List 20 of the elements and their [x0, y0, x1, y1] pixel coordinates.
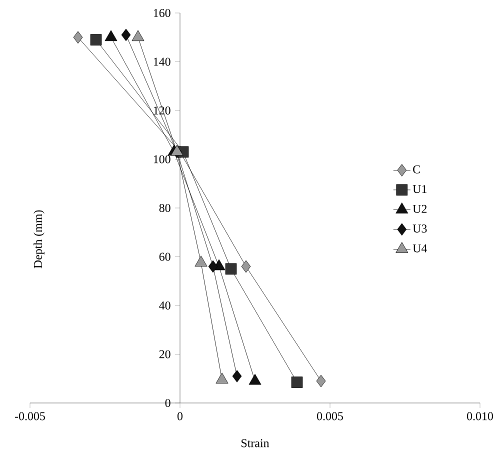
- legend-label: U1: [412, 185, 426, 194]
- x-tick-label: 0.005: [317, 412, 343, 420]
- x-axis-title: Strain: [242, 439, 270, 448]
- x-tick-label: 0.010: [467, 412, 493, 420]
- legend-label: U3: [412, 224, 427, 233]
- y-tick-label: 100: [154, 155, 170, 164]
- legend-label: C: [413, 165, 420, 174]
- y-tick-label: 20: [159, 350, 170, 358]
- y-tick-label: 140: [154, 58, 170, 66]
- x-tick-label: 0: [177, 412, 183, 420]
- y-tick-label: 160: [154, 8, 170, 18]
- legend-label: U2: [412, 204, 427, 213]
- y-tick-label: 120: [154, 106, 170, 115]
- y-tick-label: 40: [159, 301, 170, 310]
- y-tick-label: 0: [165, 398, 170, 408]
- y-tick-label: 60: [159, 252, 170, 261]
- legend-label: U4: [412, 244, 428, 252]
- y-tick-label: 80: [159, 204, 170, 212]
- x-tick-label: -0.005: [15, 412, 45, 420]
- y-axis-title: Depth (mm): [34, 210, 44, 268]
